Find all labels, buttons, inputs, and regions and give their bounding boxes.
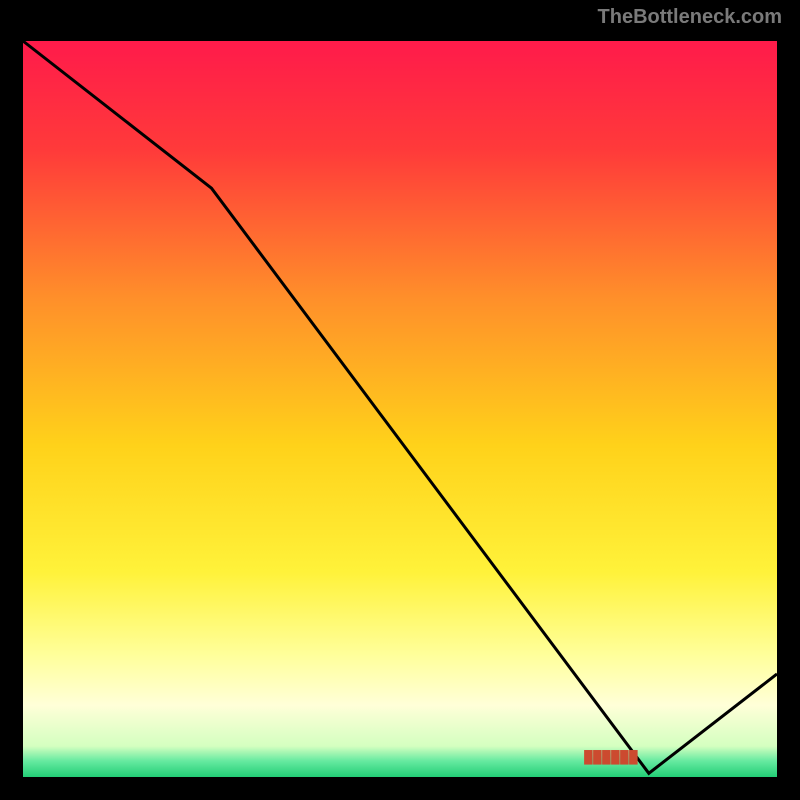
gradient-line-chart (18, 36, 782, 782)
chart-background (21, 39, 780, 780)
watermark-text: TheBottleneck.com (598, 6, 782, 29)
covered-number-label: ██████ (584, 750, 638, 764)
